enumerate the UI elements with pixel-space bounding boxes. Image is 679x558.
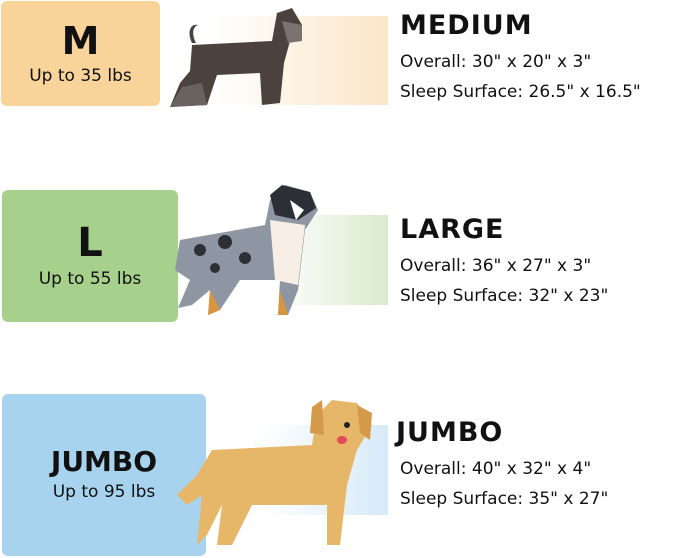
australian-shepherd-illustration	[175, 185, 318, 315]
overall-dimensions: Overall: 36" x 27" x 3"	[400, 256, 592, 276]
size-code: L	[77, 220, 103, 266]
weight-limit: Up to 35 lbs	[29, 65, 132, 86]
sleep-surface-dimensions: Sleep Surface: 26.5" x 16.5"	[400, 82, 641, 102]
weight-limit: Up to 55 lbs	[38, 269, 142, 289]
overall-dimensions: Overall: 30" x 20" x 3"	[400, 52, 592, 72]
size-badge-jumbo: JUMBO Up to 95 lbs	[2, 394, 206, 556]
size-badge-large: L Up to 55 lbs	[2, 190, 178, 322]
weight-limit: Up to 95 lbs	[52, 482, 156, 502]
size-info-jumbo: JUMBO Overall: 40" x 32" x 4" Sleep Surf…	[396, 417, 608, 514]
sleep-surface-dimensions: Sleep Surface: 35" x 27"	[400, 489, 609, 509]
size-code: JUMBO	[50, 445, 158, 478]
size-name: LARGE	[400, 214, 505, 245]
size-name: MEDIUM	[400, 10, 533, 41]
size-code: M	[61, 18, 100, 63]
sleep-surface-dimensions: Sleep Surface: 32" x 23"	[400, 286, 609, 306]
golden-retriever-illustration	[177, 400, 372, 545]
size-badge-medium: M Up to 35 lbs	[1, 1, 160, 106]
overall-dimensions: Overall: 40" x 32" x 4"	[400, 459, 592, 479]
schnauzer-illustration	[170, 8, 302, 107]
size-name: JUMBO	[396, 417, 504, 448]
size-info-medium: MEDIUM Overall: 30" x 20" x 3" Sleep Sur…	[400, 10, 641, 107]
size-info-large: LARGE Overall: 36" x 27" x 3" Sleep Surf…	[400, 214, 608, 311]
